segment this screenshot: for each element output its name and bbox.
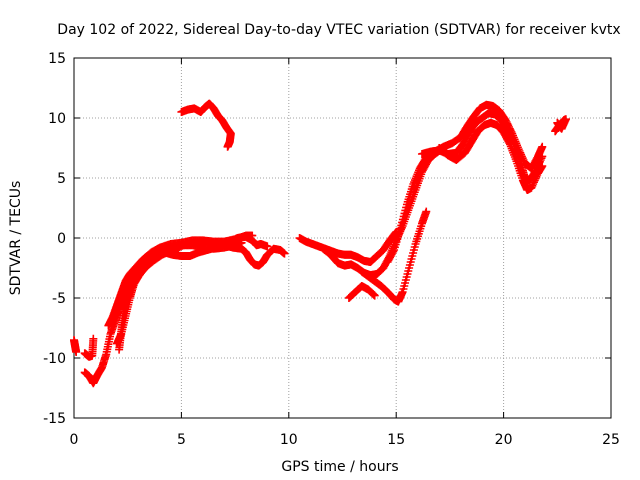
series-arc-j — [344, 282, 379, 302]
data-point — [537, 154, 546, 163]
series-arc-a — [70, 336, 81, 356]
data-point — [129, 278, 138, 287]
axis-ticks: 0 5 10 15 20 25 -15 -10 -5 0 5 10 15 — [43, 51, 620, 448]
data-point — [538, 152, 547, 161]
data-point — [127, 282, 136, 290]
y-axis-label: SDTVAR / TECUs — [8, 181, 24, 296]
y-tick-label: -5 — [52, 291, 66, 307]
series-arc-f — [115, 241, 289, 354]
x-axis-label: GPS time / hours — [281, 459, 398, 475]
series-arc-c — [80, 238, 246, 388]
data-point — [223, 142, 232, 151]
series-arc-m — [417, 109, 547, 185]
y-tick-label: 10 — [48, 111, 66, 127]
data-point — [538, 162, 547, 170]
data-point — [132, 273, 141, 281]
data-point — [370, 291, 379, 300]
data-point — [131, 274, 140, 283]
data-point — [532, 172, 541, 181]
series-arc-o — [551, 115, 570, 136]
series-arc-b — [80, 334, 98, 361]
data-point — [529, 180, 538, 188]
x-tick-label: 20 — [495, 432, 513, 448]
gridlines — [74, 58, 611, 418]
data-point — [72, 348, 81, 356]
x-tick-label: 15 — [387, 432, 405, 448]
chart-title: Day 102 of 2022, Sidereal Day-to-day VTE… — [57, 22, 620, 38]
data-point — [535, 157, 544, 166]
x-tick-label: 0 — [70, 432, 79, 448]
data-point — [422, 207, 431, 216]
data-point — [128, 280, 137, 289]
series-arc-k — [357, 207, 431, 306]
data-point — [389, 247, 398, 256]
x-tick-label: 10 — [280, 432, 298, 448]
data-point — [132, 271, 141, 280]
data-points — [70, 99, 570, 388]
data-point — [536, 156, 545, 164]
x-tick-label: 5 — [177, 432, 186, 448]
y-tick-label: 0 — [57, 231, 66, 247]
data-point — [553, 118, 562, 127]
series-arc-n — [435, 118, 547, 194]
series-arc-h — [295, 228, 401, 266]
data-point — [89, 334, 98, 343]
data-point — [528, 181, 537, 190]
data-point — [531, 174, 540, 183]
y-tick-label: 15 — [48, 51, 66, 67]
data-point — [527, 183, 536, 192]
data-point — [130, 276, 139, 285]
data-point — [529, 178, 538, 187]
data-point — [280, 249, 289, 258]
y-tick-label: 5 — [57, 171, 66, 187]
y-tick-label: -10 — [43, 351, 66, 367]
y-tick-label: -15 — [43, 411, 66, 427]
data-point — [505, 138, 514, 147]
data-point — [530, 176, 539, 185]
data-point — [263, 242, 272, 251]
series-arc-g — [177, 99, 235, 151]
x-tick-label: 25 — [602, 432, 620, 448]
data-point — [538, 142, 547, 151]
